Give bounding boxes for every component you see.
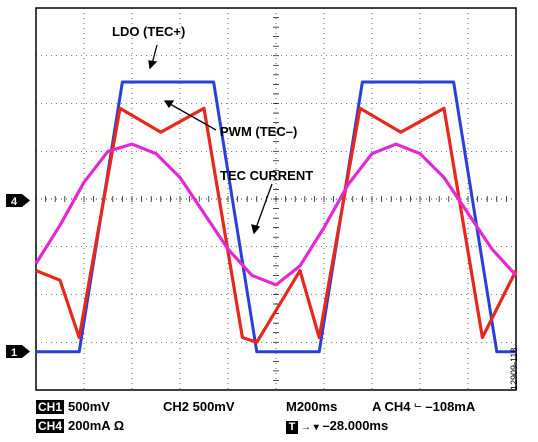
ch1-scale: 500mV: [68, 399, 110, 414]
annotation-arrows: [148, 44, 273, 235]
ch4-readout: CH4 200mA Ω: [36, 418, 124, 433]
trigger-offset: –28.000ms: [322, 418, 389, 433]
trigger-source: A CH4: [372, 399, 411, 414]
trigger-readout: A CH4 ⌐ –108mA: [372, 399, 475, 414]
arrowhead-tec-current: [251, 224, 261, 235]
trace-pwm: [35, 106, 518, 344]
grid: [35, 7, 517, 391]
ch1-badge: CH1: [36, 400, 65, 414]
channel-1-marker: 1: [6, 345, 30, 359]
timebase-readout: M200ms: [286, 399, 338, 414]
channel-4-label: 4: [11, 196, 18, 208]
trigger-offset-readout: T → ▾ –28.000ms: [286, 418, 388, 434]
arrowhead-ldo: [148, 60, 158, 70]
figure-id: 12909-118: [509, 347, 519, 390]
arrowhead-pwm: [163, 100, 175, 109]
channel-4-marker: 4: [6, 194, 30, 208]
label-ldo: LDO (TEC+): [112, 24, 185, 39]
ch4-badge: CH4: [36, 419, 65, 433]
arrow-ldo: [151, 44, 158, 65]
arrow-pwm: [169, 103, 217, 131]
trigger-arrow-icon: → ▾: [301, 422, 319, 433]
arrow-tec-current: [255, 183, 273, 229]
label-pwm: PWM (TEC–): [220, 124, 297, 139]
traces: [34, 80, 518, 354]
ch2-readout: CH2 500mV: [163, 399, 235, 414]
trace-tec-current: [34, 142, 518, 287]
trigger-slope-icon: ⌐: [414, 399, 422, 414]
trigger-level: –108mA: [425, 399, 476, 414]
ch4-scale: 200mA Ω: [68, 418, 125, 433]
channel-1-label: 1: [11, 347, 17, 359]
label-tec-current: TEC CURRENT: [220, 168, 313, 183]
trigger-position-icon: T: [286, 421, 298, 434]
ch1-readout: CH1 500mV: [36, 399, 110, 414]
